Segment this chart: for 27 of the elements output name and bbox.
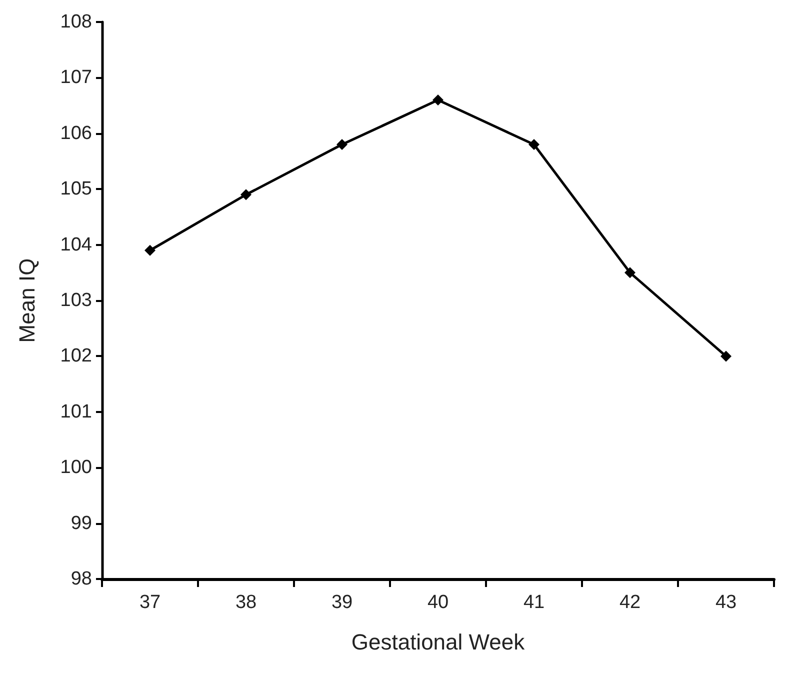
x-tick-label: 39 [331,592,353,613]
x-tick-label: 40 [427,592,449,613]
y-tick-label: 101 [60,401,92,422]
y-tick-label: 108 [60,12,92,32]
y-tick-label: 103 [60,290,92,311]
y-tick-label: 98 [70,568,92,590]
point [528,139,540,150]
point [240,189,252,200]
x-tick-label: 43 [715,592,737,613]
y-tick-label: 104 [60,234,92,256]
point [336,139,348,150]
point [432,94,444,106]
y-tick-label: 105 [60,178,92,200]
y-tick-label: 107 [60,67,92,88]
y-tick-label: 100 [60,457,92,478]
x-axis-title: Gestational Week [351,630,526,654]
x-tick-label: 41 [523,592,545,613]
x-tick-label: 37 [139,592,161,613]
y-tick-label: 99 [70,512,92,534]
point [624,267,636,278]
point [720,350,732,362]
x-tick-label: 42 [619,592,641,613]
y-axis-title: Mean IQ [14,258,40,343]
y-tick-label: 106 [60,122,92,144]
x-tick-label: 38 [235,592,257,613]
point [144,244,156,256]
y-tick-label: 102 [60,346,92,367]
